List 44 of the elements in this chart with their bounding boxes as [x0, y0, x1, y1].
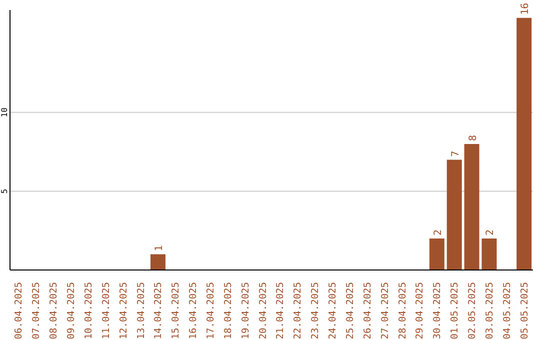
x-tick-label: 16.04.2025: [188, 282, 200, 340]
y-tick-label: 5: [0, 188, 9, 194]
x-tick-label: 30.04.2025: [432, 282, 444, 340]
x-tick-label: 25.04.2025: [344, 282, 356, 340]
x-tick-label: 15.04.2025: [170, 282, 182, 340]
x-tick-label: 06.04.2025: [14, 282, 25, 340]
data-label: 2: [485, 229, 496, 236]
data-label: 16: [520, 2, 532, 15]
x-tick-label: 20.04.2025: [258, 282, 269, 340]
x-tick-label: 07.04.2025: [31, 282, 42, 340]
data-label: 8: [468, 134, 479, 141]
x-tick-label: 29.04.2025: [414, 282, 426, 340]
x-tick-label: 01.05.2025: [450, 282, 461, 340]
x-tick-label: 14.04.2025: [153, 282, 164, 340]
x-tick-label: 05.05.2025: [519, 282, 530, 340]
data-label: 2: [432, 229, 444, 236]
x-tick-label: 10.04.2025: [83, 282, 94, 340]
x-tick-label: 21.04.2025: [275, 282, 286, 340]
x-tick-label: 24.04.2025: [328, 282, 339, 340]
x-tick-label: 02.05.2025: [466, 282, 478, 340]
x-tick-label: 09.04.2025: [66, 282, 78, 340]
data-label: 7: [450, 150, 462, 157]
bar: [516, 18, 532, 270]
x-tick-label: 12.04.2025: [118, 282, 130, 340]
x-tick-label: 23.04.2025: [310, 282, 322, 340]
x-tick-label: 04.05.2025: [502, 282, 513, 340]
bar: [150, 254, 166, 270]
bar: [429, 238, 444, 270]
bar: [482, 238, 497, 270]
data-label: 1: [154, 245, 165, 252]
x-tick-label: 03.05.2025: [484, 282, 496, 340]
x-tick-label: 11.04.2025: [100, 282, 112, 340]
x-tick-label: 08.04.2025: [48, 282, 60, 340]
x-tick-label: 19.04.2025: [240, 282, 252, 340]
y-tick-label: 10: [0, 107, 9, 118]
x-tick-label: 17.04.2025: [205, 282, 216, 340]
x-tick-label: 13.04.2025: [136, 282, 147, 340]
x-tick-label: 22.04.2025: [292, 282, 304, 340]
bar: [464, 144, 480, 270]
x-tick-label: 26.04.2025: [362, 282, 374, 340]
x-tick-label: 27.04.2025: [380, 282, 391, 340]
x-tick-label: 18.04.2025: [222, 282, 234, 340]
x-tick-label: 28.04.2025: [397, 282, 408, 340]
bar: [446, 160, 462, 270]
